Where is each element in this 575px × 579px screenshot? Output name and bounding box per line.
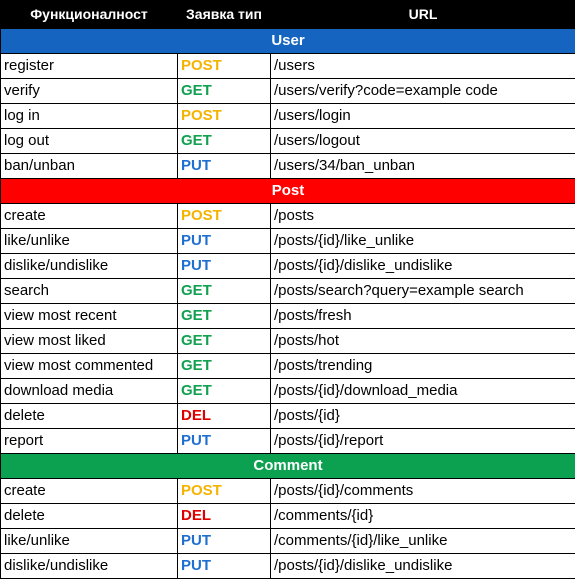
- url-cell: /posts/trending: [271, 354, 575, 379]
- url-cell: /users/verify?code=example code: [271, 79, 575, 104]
- header-request-type: Заявка тип: [178, 1, 271, 29]
- header-row: Функционалност Заявка тип URL: [1, 1, 575, 29]
- url-cell: /posts/search?query=example search: [271, 279, 575, 304]
- method-cell: DEL: [178, 404, 271, 429]
- section-row-user: User: [1, 29, 575, 54]
- url-cell: /posts/{id}/dislike_undislike: [271, 554, 575, 579]
- url-cell: /posts/fresh: [271, 304, 575, 329]
- functionality-cell: verify: [1, 79, 178, 104]
- url-cell: /posts/hot: [271, 329, 575, 354]
- functionality-cell: register: [1, 54, 178, 79]
- header-url: URL: [271, 1, 575, 29]
- functionality-cell: log in: [1, 104, 178, 129]
- url-cell: /posts/{id}/report: [271, 429, 575, 454]
- functionality-cell: view most commented: [1, 354, 178, 379]
- method-cell: POST: [178, 204, 271, 229]
- url-cell: /comments/{id}/like_unlike: [271, 529, 575, 554]
- functionality-cell: ban/unban: [1, 154, 178, 179]
- url-cell: /posts/{id}: [271, 404, 575, 429]
- functionality-cell: create: [1, 479, 178, 504]
- method-cell: PUT: [178, 529, 271, 554]
- functionality-cell: view most recent: [1, 304, 178, 329]
- url-cell: /posts/{id}/download_media: [271, 379, 575, 404]
- header-functionality: Функционалност: [1, 1, 178, 29]
- functionality-cell: report: [1, 429, 178, 454]
- method-cell: PUT: [178, 154, 271, 179]
- functionality-cell: delete: [1, 504, 178, 529]
- functionality-cell: view most liked: [1, 329, 178, 354]
- method-cell: GET: [178, 279, 271, 304]
- method-cell: POST: [178, 479, 271, 504]
- method-cell: GET: [178, 354, 271, 379]
- section-row-post: Post: [1, 179, 575, 204]
- section-title: Comment: [1, 454, 575, 479]
- url-cell: /users/login: [271, 104, 575, 129]
- method-cell: GET: [178, 129, 271, 154]
- method-cell: GET: [178, 329, 271, 354]
- section-title: Post: [1, 179, 575, 204]
- functionality-cell: create: [1, 204, 178, 229]
- functionality-cell: dislike/undislike: [1, 254, 178, 279]
- functionality-cell: dislike/undislike: [1, 554, 178, 579]
- url-cell: /posts/{id}/dislike_undislike: [271, 254, 575, 279]
- method-cell: PUT: [178, 554, 271, 579]
- method-cell: GET: [178, 379, 271, 404]
- method-cell: POST: [178, 104, 271, 129]
- method-cell: PUT: [178, 229, 271, 254]
- functionality-cell: log out: [1, 129, 178, 154]
- method-cell: GET: [178, 304, 271, 329]
- table-header: Функционалност Заявка тип URL: [1, 1, 575, 29]
- url-cell: /posts: [271, 204, 575, 229]
- functionality-cell: like/unlike: [1, 229, 178, 254]
- functionality-cell: delete: [1, 404, 178, 429]
- functionality-cell: search: [1, 279, 178, 304]
- method-cell: PUT: [178, 429, 271, 454]
- method-cell: POST: [178, 54, 271, 79]
- url-cell: /posts/{id}/like_unlike: [271, 229, 575, 254]
- section-row-comment: Comment: [1, 454, 575, 479]
- functionality-cell: like/unlike: [1, 529, 178, 554]
- url-cell: /users/logout: [271, 129, 575, 154]
- url-cell: /comments/{id}: [271, 504, 575, 529]
- functionality-cell: download media: [1, 379, 178, 404]
- url-cell: /posts/{id}/comments: [271, 479, 575, 504]
- method-cell: GET: [178, 79, 271, 104]
- section-title: User: [1, 29, 575, 54]
- method-cell: DEL: [178, 504, 271, 529]
- method-cell: PUT: [178, 254, 271, 279]
- url-cell: /users: [271, 54, 575, 79]
- url-cell: /users/34/ban_unban: [271, 154, 575, 179]
